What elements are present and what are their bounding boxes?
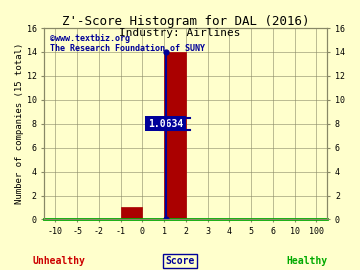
Bar — [121, 207, 142, 220]
Title: Z'-Score Histogram for DAL (2016): Z'-Score Histogram for DAL (2016) — [62, 15, 310, 28]
Y-axis label: Number of companies (15 total): Number of companies (15 total) — [15, 43, 24, 204]
Text: Score: Score — [165, 256, 195, 266]
Text: 1.0634: 1.0634 — [148, 119, 183, 129]
Bar — [164, 52, 186, 220]
Text: Industry: Airlines: Industry: Airlines — [119, 28, 241, 38]
Text: ©www.textbiz.org
The Research Foundation of SUNY: ©www.textbiz.org The Research Foundation… — [50, 34, 205, 53]
Text: Healthy: Healthy — [287, 256, 328, 266]
Text: Unhealthy: Unhealthy — [32, 256, 85, 266]
